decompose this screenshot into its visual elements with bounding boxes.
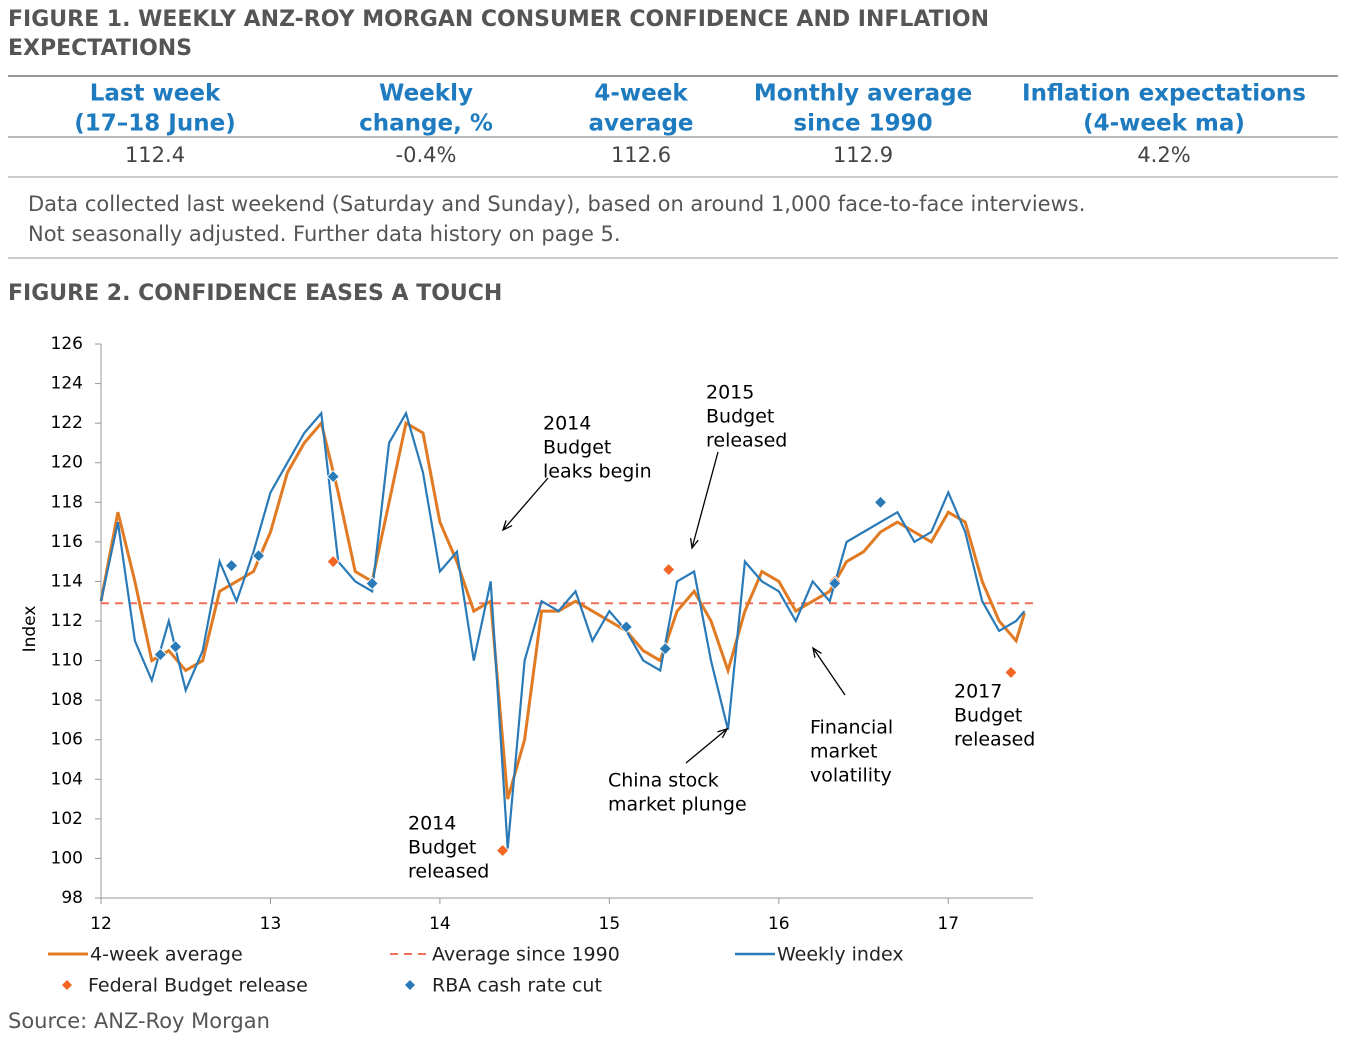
y-tick-label: 100 [51,848,83,868]
annotation: Budget [706,406,774,428]
arrow-head [501,520,513,532]
annotation: market [810,741,877,763]
column-header: (4-week ma) [1083,111,1245,137]
figure-title: EXPECTATIONS [8,36,192,61]
y-tick-label: 126 [51,334,83,354]
annotation: Budget [543,437,611,459]
note: Data collected last weekend (Saturday an… [28,192,1085,216]
y-tick-label: 106 [51,730,83,750]
table-cell: 112.6 [611,143,671,167]
annotation: released [954,729,1035,751]
marker [252,549,266,563]
x-tick-label: 17 [937,914,959,934]
legend-swatch [405,980,415,990]
annotation: volatility [810,765,892,787]
annotation: Budget [954,705,1022,727]
y-tick-label: 102 [51,809,83,829]
annotation: leaks begin [543,461,652,483]
annotation: China stock [608,770,719,792]
marker [326,555,340,569]
marker [153,648,167,662]
source: Source: ANZ-Roy Morgan [8,1009,270,1033]
y-axis-label: Index [20,606,40,653]
marker [496,843,510,858]
arrow [685,728,728,764]
table-cell: 112.9 [833,143,893,167]
annotation: 2015 [706,382,754,404]
marker [658,642,672,656]
legend-label: RBA cash rate cut [432,975,602,997]
series-line [99,419,1026,800]
y-tick-label: 112 [51,611,83,631]
annotation: Financial [810,717,893,739]
marker [224,559,239,573]
legend-label: Federal Budget release [88,975,308,997]
marker [365,576,379,590]
annotation: released [408,861,489,883]
column-header: Last week [90,81,221,107]
arrow-head [717,727,729,739]
legend-label: 4-week average [90,944,243,966]
y-tick-label: 114 [51,571,83,591]
column-header: (17–18 June) [74,111,235,137]
table-cell: 4.2% [1137,143,1190,167]
column-header: Monthly average [754,81,972,107]
y-tick-label: 116 [51,532,83,552]
y-tick-label: 108 [51,690,83,710]
marker [168,640,183,654]
y-tick-label: 120 [51,453,83,473]
legend-label: Weekly index [777,944,904,966]
column-header: Inflation expectations [1022,81,1306,107]
annotation: released [706,430,787,452]
marker [326,469,340,484]
table-cell: 112.4 [125,143,185,167]
x-tick-label: 16 [768,914,790,934]
annotation: Budget [408,837,476,859]
y-tick-label: 124 [51,374,83,394]
column-header: 4-week [594,81,688,107]
x-tick-label: 13 [260,914,282,934]
y-tick-label: 118 [51,492,83,512]
arrow-head [690,538,699,550]
column-header: Weekly [379,81,473,107]
annotation: market plunge [608,794,747,816]
legend-swatch [62,980,72,990]
chart-title: FIGURE 2. CONFIDENCE EASES A TOUCH [8,281,502,306]
marker [828,576,842,590]
legend-label: Average since 1990 [432,944,620,966]
column-header: change, % [359,111,493,137]
table-cell: -0.4% [396,143,457,167]
x-tick-label: 15 [599,914,621,934]
x-tick-label: 14 [429,914,451,934]
marker [662,562,676,577]
column-header: average [588,111,693,137]
note: Not seasonally adjusted. Further data hi… [28,222,621,246]
marker [619,620,633,634]
arrow-head [812,646,822,658]
arrow [502,477,549,531]
column-header: since 1990 [793,111,932,137]
annotation: 2017 [954,681,1002,703]
arrow [812,647,846,696]
series-line [99,410,1026,849]
y-tick-label: 122 [51,413,83,433]
arrow [691,451,719,549]
y-tick-label: 98 [61,888,83,908]
marker [1004,665,1018,680]
y-tick-label: 110 [51,651,83,671]
marker [873,495,888,509]
x-tick-label: 12 [90,914,112,934]
figure-title: FIGURE 1. WEEKLY ANZ-ROY MORGAN CONSUMER… [8,7,989,32]
annotation: 2014 [408,813,456,835]
y-tick-label: 104 [51,769,83,789]
annotation: 2014 [543,413,591,435]
